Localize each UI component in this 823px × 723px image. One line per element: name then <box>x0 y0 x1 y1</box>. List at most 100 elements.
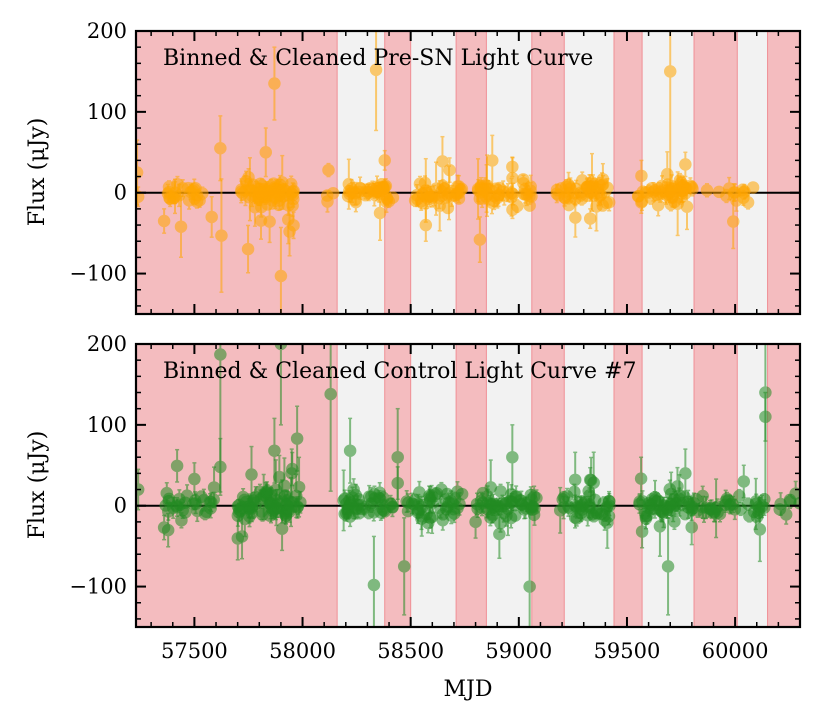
data-point <box>634 456 648 501</box>
data-point <box>685 509 698 546</box>
data-point <box>235 178 248 201</box>
data-point <box>191 499 204 523</box>
data-point <box>759 391 772 442</box>
data-point <box>241 224 255 274</box>
data-point <box>653 495 667 557</box>
data-point <box>176 179 189 198</box>
data-point <box>506 424 519 491</box>
data-point <box>737 464 751 499</box>
data-point <box>324 344 337 492</box>
data-point <box>170 448 184 483</box>
panel-pre-sn: −100 0 100 200 Binned & Cleaned Pre-SN Ligh… <box>25 19 802 316</box>
data-point <box>661 500 674 519</box>
data-point <box>188 462 201 496</box>
data-point <box>245 445 258 504</box>
data-point <box>696 485 709 507</box>
data-point <box>194 490 208 503</box>
bad-region <box>384 31 412 314</box>
data-point <box>600 497 614 516</box>
data-point <box>161 183 175 204</box>
bad-region <box>531 344 565 627</box>
frame-pre-sn <box>134 29 802 316</box>
data-point <box>413 175 427 192</box>
data-point <box>505 185 518 201</box>
data-point <box>378 149 391 171</box>
data-point <box>509 490 522 503</box>
data-point <box>179 506 192 519</box>
data-point <box>635 514 649 549</box>
regions-control <box>136 344 800 627</box>
x-tick-label: 60000 <box>702 639 769 663</box>
data-point <box>639 508 653 526</box>
data-point <box>633 494 646 514</box>
ylabel-pre-sn: Flux (μJy) <box>25 118 50 227</box>
ylabel-control: Flux (μJy) <box>25 431 50 540</box>
x-tick-label: 59500 <box>594 639 661 663</box>
data-point <box>594 187 607 204</box>
panel-title-control: Binned & Cleaned Control Light Curve #7 <box>163 359 636 384</box>
y-tick-label: 200 <box>87 19 127 43</box>
data-point <box>789 480 800 507</box>
points-pre-sn <box>136 31 760 314</box>
bad-region <box>136 31 338 314</box>
data-point <box>231 516 245 561</box>
data-point <box>247 492 260 511</box>
data-point <box>268 46 281 121</box>
data-point <box>400 490 413 513</box>
data-point <box>380 191 394 207</box>
data-point <box>730 189 743 212</box>
data-point <box>433 179 446 232</box>
frame-control <box>134 342 802 629</box>
panel-control: 57500 58000 58500 59000 59500 60000 −100 0 100 20… <box>25 332 802 663</box>
data-point <box>451 501 464 515</box>
data-point <box>343 417 357 484</box>
data-point <box>280 497 294 511</box>
data-point <box>598 509 611 531</box>
ticks-pre-sn: −100 0 100 200 <box>69 19 801 314</box>
data-point <box>700 183 714 198</box>
data-point <box>590 504 603 517</box>
y-tick-label: 100 <box>87 100 127 124</box>
data-point <box>712 185 726 199</box>
data-point <box>661 517 675 616</box>
data-point <box>369 31 383 132</box>
data-point <box>423 489 436 503</box>
data-point <box>397 517 411 616</box>
data-point <box>391 466 404 500</box>
data-point <box>647 182 660 202</box>
x-tick-label: 58000 <box>269 639 336 663</box>
regions-pre-sn <box>136 31 800 314</box>
data-point <box>452 174 466 198</box>
data-point <box>582 484 595 498</box>
data-point <box>279 187 293 202</box>
data-point <box>553 486 567 534</box>
data-point <box>238 493 251 507</box>
data-point <box>373 492 387 507</box>
bad-region <box>767 31 800 314</box>
x-tick-label: 59000 <box>485 639 552 663</box>
x-axis-label: MJD <box>444 677 493 702</box>
data-point <box>274 226 288 314</box>
bad-region <box>531 31 565 314</box>
data-point <box>355 502 369 516</box>
data-point <box>486 499 500 516</box>
data-point <box>562 171 575 198</box>
points-control <box>136 344 800 627</box>
data-point <box>583 466 597 493</box>
data-point <box>285 448 298 499</box>
data-point <box>476 493 489 513</box>
data-point <box>243 505 256 528</box>
data-point <box>583 208 597 230</box>
x-tick-label: 57500 <box>161 639 228 663</box>
data-point <box>438 181 451 197</box>
data-point <box>596 199 609 212</box>
data-point <box>469 504 482 539</box>
bad-region <box>455 31 487 314</box>
data-point <box>259 127 273 178</box>
data-point <box>493 509 506 560</box>
data-point <box>260 483 273 504</box>
data-point <box>511 199 524 214</box>
data-point <box>673 172 687 188</box>
data-point <box>193 192 206 208</box>
data-point <box>473 216 487 264</box>
